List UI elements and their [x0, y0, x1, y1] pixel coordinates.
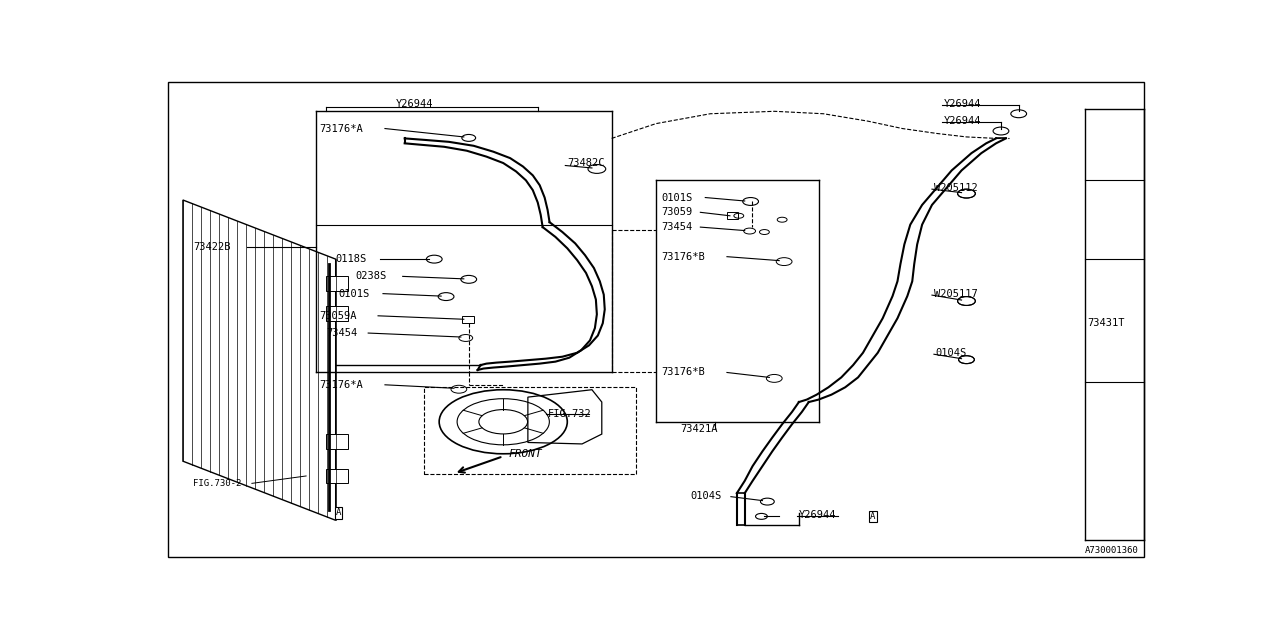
Text: 73059: 73059: [660, 207, 692, 218]
Text: A730001360: A730001360: [1085, 546, 1139, 555]
Text: 0104S: 0104S: [934, 348, 966, 358]
Bar: [326, 434, 347, 449]
Text: 73454: 73454: [660, 222, 692, 232]
Text: 0238S: 0238S: [356, 271, 387, 282]
Text: 73176*A: 73176*A: [319, 124, 362, 134]
Text: 0104S: 0104S: [690, 491, 722, 500]
Text: 73176*B: 73176*B: [660, 252, 705, 262]
Text: 73431T: 73431T: [1088, 318, 1125, 328]
Text: 73176*B: 73176*B: [660, 367, 705, 378]
Text: 0101S: 0101S: [660, 193, 692, 202]
Text: 0101S: 0101S: [339, 289, 370, 299]
Bar: [326, 276, 347, 291]
Text: Y26944: Y26944: [943, 99, 982, 109]
Text: 73176*A: 73176*A: [319, 380, 362, 390]
Text: W205117: W205117: [934, 289, 978, 299]
Text: 73059A: 73059A: [319, 311, 356, 321]
Text: 73454: 73454: [326, 328, 357, 338]
Text: Y26944: Y26944: [943, 116, 982, 126]
Text: A: A: [335, 508, 342, 517]
Text: 73482C: 73482C: [567, 158, 604, 168]
Bar: [727, 212, 737, 220]
Text: A: A: [870, 512, 876, 521]
Text: 73421A: 73421A: [681, 424, 718, 434]
Bar: [326, 468, 347, 483]
Text: W205112: W205112: [934, 182, 978, 193]
Text: 73422B: 73422B: [193, 242, 230, 252]
Text: 0118S: 0118S: [335, 254, 367, 264]
Text: Y26944: Y26944: [396, 99, 433, 109]
Bar: [462, 316, 474, 323]
Bar: [425, 387, 636, 474]
Text: FRONT: FRONT: [508, 449, 541, 459]
Bar: [326, 306, 347, 321]
Text: Y26944: Y26944: [799, 510, 836, 520]
Text: FIG.732: FIG.732: [548, 410, 591, 419]
Text: FIG.730-2: FIG.730-2: [193, 479, 241, 488]
